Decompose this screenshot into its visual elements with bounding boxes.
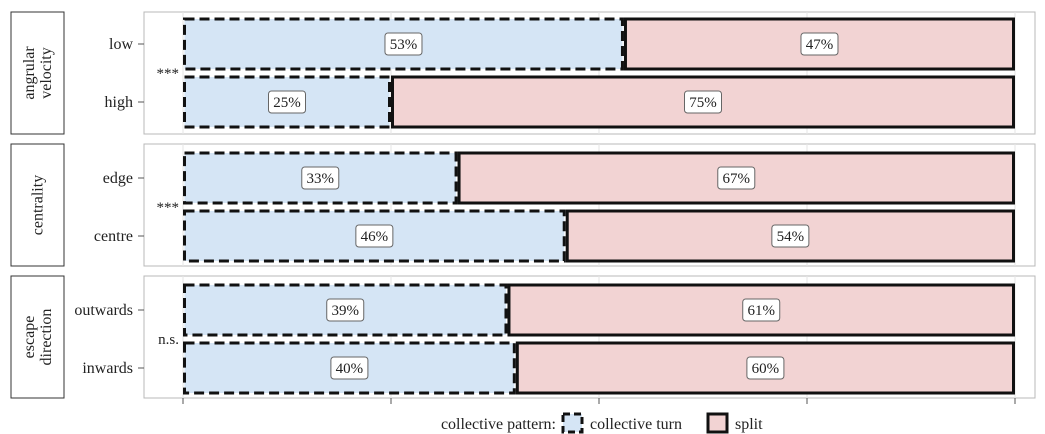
- data-label-box: [717, 166, 756, 190]
- significance-label: n.s.: [158, 332, 179, 348]
- legend-label-split: split: [735, 416, 763, 433]
- category-label: inwards: [82, 360, 133, 377]
- strip-box: [10, 275, 65, 399]
- category-label: high: [105, 94, 133, 111]
- data-label-split: 61%: [747, 303, 775, 319]
- data-label-box: [384, 32, 423, 56]
- strip-box: [10, 143, 65, 267]
- data-label-box: [330, 356, 369, 380]
- category-label: outwards: [74, 302, 133, 319]
- data-label-collective-turn: 40%: [336, 361, 364, 377]
- data-label-box: [771, 224, 810, 248]
- data-label-box: [746, 356, 785, 380]
- strip-label: centrality: [30, 175, 47, 235]
- category-label: centre: [94, 228, 133, 245]
- data-label-split: 75%: [689, 95, 717, 111]
- data-label-collective-turn: 39%: [331, 303, 359, 319]
- strip-label: angrular: [21, 46, 38, 100]
- data-label-split: 47%: [806, 37, 834, 53]
- data-label-collective-turn: 25%: [273, 95, 301, 111]
- data-label-box: [742, 298, 781, 322]
- category-label: low: [109, 36, 133, 53]
- legend-swatch-collective-turn: [561, 412, 584, 434]
- strip-label: escape: [21, 316, 38, 359]
- legend-label-collective-turn: collective turn: [590, 416, 682, 433]
- data-label-split: 67%: [723, 171, 751, 187]
- category-label: edge: [103, 170, 133, 187]
- data-label-box: [800, 32, 839, 56]
- data-label-box: [326, 298, 365, 322]
- panel-3: escape direction n.s. outwards 39% 61% inwards…: [10, 275, 1036, 399]
- data-label-split: 60%: [752, 361, 780, 377]
- strip-label: velocity: [38, 47, 55, 99]
- data-label-box: [355, 224, 394, 248]
- data-label-collective-turn: 53%: [390, 37, 418, 53]
- data-label-collective-turn: 33%: [307, 171, 335, 187]
- strip-label: direction: [38, 309, 55, 366]
- significance-label: ***: [157, 200, 180, 216]
- data-label-box: [268, 90, 306, 114]
- data-label-box: [301, 166, 340, 190]
- legend-title: collective pattern:: [441, 416, 556, 433]
- data-label-collective-turn: 46%: [361, 229, 389, 245]
- significance-label: ***: [157, 66, 180, 82]
- data-label-box: [684, 90, 722, 114]
- panel-1: angrular velocity *** low 53% 47% high 25% 75%: [10, 11, 1036, 135]
- legend: collective pattern: collective turn split: [441, 412, 763, 434]
- panel-2: centrality *** edge 33% 67% centre 46% 54%: [10, 143, 1036, 267]
- strip-box: [10, 11, 65, 135]
- legend-swatch-split: [706, 412, 729, 434]
- data-label-split: 54%: [777, 229, 805, 245]
